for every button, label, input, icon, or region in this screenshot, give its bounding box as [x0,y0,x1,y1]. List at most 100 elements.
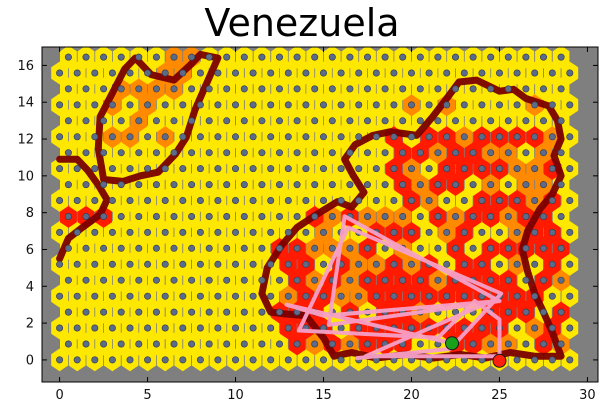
lattice-site [214,260,222,268]
lattice-site [196,165,204,173]
lattice-site [390,133,398,141]
lattice-site [267,324,275,332]
lattice-site [240,149,248,157]
lattice-site [495,197,503,205]
lattice-site [566,165,574,173]
lattice-site [275,340,283,348]
lattice-site [478,228,486,236]
lattice-site [161,324,169,332]
lattice-site [258,276,266,284]
lattice-site [126,133,134,141]
lattice-site [539,340,547,348]
lattice-site [214,165,222,173]
lattice-site [117,53,125,61]
lattice-site [311,117,319,125]
lattice-site [161,292,169,300]
lattice-site [275,276,283,284]
lattice-site [566,69,574,77]
lattice-site [390,101,398,109]
lattice-site [214,133,222,141]
lattice-site [407,260,415,268]
lattice-site [258,149,266,157]
lattice-site [56,228,64,236]
lattice-site [73,197,81,205]
lattice-site [64,117,72,125]
lattice-site [311,53,319,61]
lattice-site [196,356,204,364]
lattice-site [539,53,547,61]
lattice-site [205,213,213,221]
lattice-site [531,324,539,332]
lattice-site [188,213,196,221]
lattice-site [64,340,72,348]
lattice-site [144,260,152,268]
lattice-site [328,85,336,93]
lattice-site [91,197,99,205]
lattice-site [100,85,108,93]
lattice-site [117,244,125,252]
lattice-site [73,292,81,300]
lattice-site [531,133,539,141]
lattice-site [267,133,275,141]
lattice-site [390,228,398,236]
lattice-site [566,260,574,268]
lattice-site [91,101,99,109]
lattice-site [478,133,486,141]
lattice-site [513,292,521,300]
lattice-site [126,197,134,205]
lattice-site [504,117,512,125]
lattice-site [548,197,556,205]
lattice-site [381,276,389,284]
lattice-site [188,85,196,93]
lattice-site [319,133,327,141]
lattice-site [293,340,301,348]
lattice-site [557,117,565,125]
lattice-site [196,133,204,141]
lattice-site [188,276,196,284]
lattice-site [390,197,398,205]
lattice-site [240,276,248,284]
lattice-site [205,53,213,61]
lattice-site [240,308,248,316]
lattice-site [425,69,433,77]
lattice-site [108,197,116,205]
lattice-site [539,85,547,93]
lattice-site [144,197,152,205]
lattice-site [399,117,407,125]
lattice-site [566,228,574,236]
lattice-site [319,292,327,300]
lattice-site [258,181,266,189]
lattice-site [311,213,319,221]
lattice-site [531,101,539,109]
lattice-site [443,228,451,236]
x-tick-label: 10 [227,388,244,403]
lattice-site [126,101,134,109]
lattice-site [504,53,512,61]
lattice-site [117,276,125,284]
lattice-site [214,324,222,332]
lattice-site [337,69,345,77]
lattice-site [73,260,81,268]
lattice-site [346,244,354,252]
lattice-site [161,228,169,236]
lattice-site [328,213,336,221]
lattice-site [531,260,539,268]
lattice-site [319,356,327,364]
lattice-site [337,165,345,173]
lattice-site [399,276,407,284]
lattice-site [64,213,72,221]
lattice-site [407,228,415,236]
lattice-site [311,244,319,252]
lattice-site [82,149,90,157]
lattice-site [557,53,565,61]
lattice-site [170,117,178,125]
lattice-site [179,324,187,332]
lattice-site [425,292,433,300]
lattice-site [522,276,530,284]
lattice-site [539,181,547,189]
lattice-site [478,69,486,77]
lattice-site [469,340,477,348]
lattice-site [144,356,152,364]
lattice-site [293,85,301,93]
